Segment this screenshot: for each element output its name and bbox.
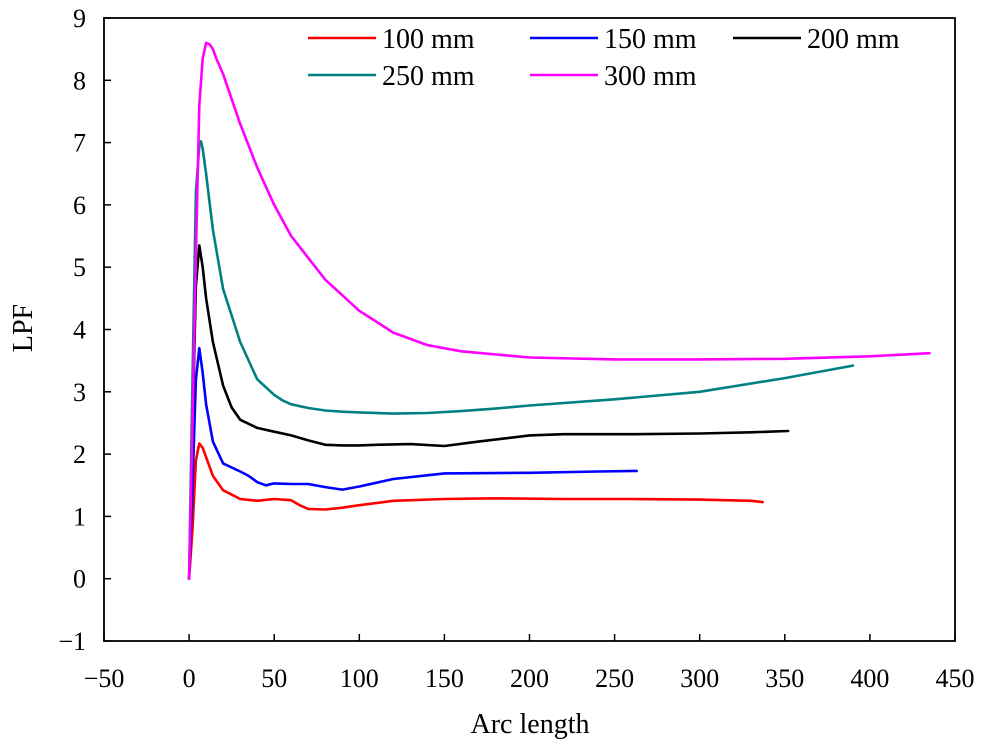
plot-area: −50 0 50 100 150 200 250 300 350 400 450 −1 0 1 2 3 4 5 6… <box>58 4 974 693</box>
x-tick-label: 350 <box>765 664 804 693</box>
legend-label-250-mm: 250 mm <box>382 61 475 92</box>
y-tick-label: 4 <box>73 316 86 345</box>
x-tick-label: 250 <box>595 664 634 693</box>
y-tick-label: 3 <box>73 378 86 407</box>
y-tick-label: 0 <box>73 565 86 594</box>
x-tick-label: 200 <box>510 664 549 693</box>
x-tick-label: 450 <box>936 664 975 693</box>
series-layer <box>187 41 931 581</box>
y-tick-label: 6 <box>73 191 86 220</box>
y-tick-label: 5 <box>73 253 86 282</box>
legend-label-100-mm: 100 mm <box>382 24 475 55</box>
y-tick-label: 1 <box>73 502 86 531</box>
x-tick-label: 50 <box>261 664 287 693</box>
x-tick-label: 300 <box>680 664 719 693</box>
x-tick-label: −50 <box>84 664 125 693</box>
x-tick-label: 150 <box>425 664 464 693</box>
x-tick-label: 0 <box>183 664 196 693</box>
y-tick-label: 7 <box>73 129 86 158</box>
series-line-250-mm <box>187 140 855 581</box>
legend: 100 mm 150 mm 200 mm 250 mm 300 mm <box>308 24 900 92</box>
y-tick-label: 2 <box>73 440 86 469</box>
series-line-200-mm <box>187 244 790 581</box>
series-line-150-mm <box>187 346 639 581</box>
y-tick-label: −1 <box>58 627 86 656</box>
legend-label-150-mm: 150 mm <box>604 24 697 55</box>
x-axis-ticks: −50 0 50 100 150 200 250 300 350 400 450 <box>84 634 975 693</box>
y-axis-ticks: −1 0 1 2 3 4 5 6 7 8 9 <box>58 4 111 656</box>
x-tick-label: 100 <box>340 664 379 693</box>
legend-label-300-mm: 300 mm <box>604 61 697 92</box>
y-tick-label: 8 <box>73 66 86 95</box>
series-line-300-mm <box>187 41 931 581</box>
series-line-100-mm <box>187 442 765 581</box>
legend-label-200-mm: 200 mm <box>807 24 900 55</box>
x-tick-label: 400 <box>850 664 889 693</box>
y-axis-title: LPF <box>8 304 39 352</box>
y-tick-label: 9 <box>73 4 86 33</box>
x-axis-title: Arc length <box>471 709 590 740</box>
